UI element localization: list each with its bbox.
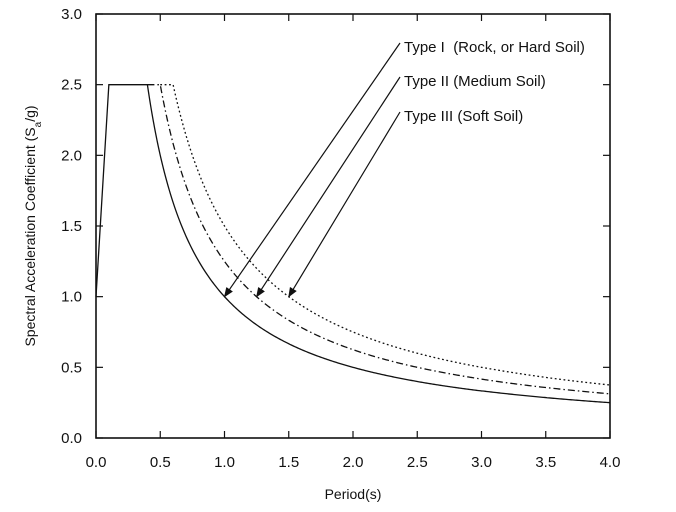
x-tick-label: 1.0 [214,454,235,471]
y-tick-label: 1.5 [61,218,82,235]
y-tick-label: 1.0 [61,289,82,306]
y-tick-label: 3.0 [61,6,82,23]
y-axis-title-subscript: a [33,121,44,127]
y-tick-label: 2.5 [61,77,82,94]
x-tick-label: 2.0 [343,454,364,471]
legend-label-series-2: Type II (Medium Soil) [404,73,546,90]
x-axis-title: Period(s) [325,486,382,502]
series-group [95,84,611,404]
y-axis-title-main: Spectral Acceleration Coefficient (S [22,127,38,346]
x-tick-label: 0.0 [86,454,107,471]
y-axis-title: Spectral Acceleration Coefficient (Sa/g) [22,105,44,346]
legend-label-series-3: Type III (Soft Soil) [404,108,523,125]
y-tick-label: 0.0 [61,430,82,447]
series-line-1 [95,84,611,404]
y-axis-title-tail: /g) [22,105,38,121]
legend-arrow-series-3 [288,111,401,298]
x-tick-label: 0.5 [150,454,171,471]
x-tick-label: 3.5 [535,454,556,471]
legend: Type I (Rock, or Hard Soil) Type II (Medi… [223,39,585,298]
legend-label-series-1: Type I (Rock, or Hard Soil) [404,39,585,56]
series-line-3 [160,84,611,386]
series-line-2 [147,84,611,395]
y-tick-label: 0.5 [61,359,82,376]
axes: 0.0 0.5 1.0 1.5 2.0 2.5 3.0 3.5 4.0 0.0 0.5 1.0 1.5 2… [61,6,620,471]
x-tick-label: 2.5 [407,454,428,471]
legend-arrow-series-2 [256,76,401,298]
y-tick-label: 2.0 [61,147,82,164]
legend-arrow-series-1 [223,42,401,298]
x-tick-label: 3.0 [471,454,492,471]
x-tick-label: 4.0 [600,454,621,471]
x-tick-label: 1.5 [278,454,299,471]
